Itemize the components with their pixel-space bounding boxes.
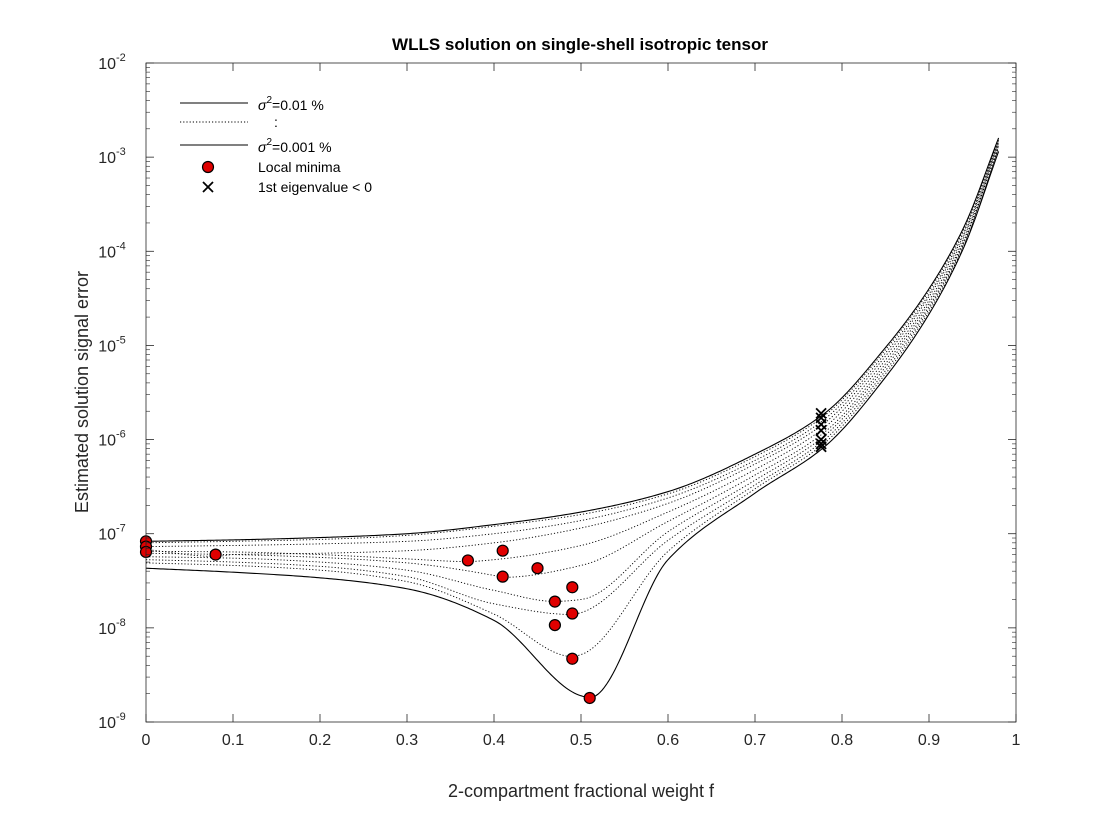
local-minimum-point [566, 607, 579, 620]
y-tick-base: 10 [98, 244, 116, 261]
local-minimum-point [566, 652, 579, 665]
legend-label: σ2=0.001 % [258, 137, 332, 155]
x-tick-label: 1 [1012, 732, 1021, 749]
legend-sigma: σ [258, 97, 267, 113]
series-line-1 [145, 139, 1000, 544]
legend-superscript: 2 [266, 95, 272, 106]
local-minimum-point [209, 548, 222, 561]
y-tick-exponent: -2 [116, 52, 126, 64]
legend-label: 1st eigenvalue < 0 [258, 179, 372, 195]
y-tick-base: 10 [98, 433, 116, 450]
legend-entry-0: σ2=0.01 % [180, 95, 324, 113]
legend-entry-1: : [180, 114, 278, 130]
legend-entry-3: Local minima [201, 159, 341, 175]
series-line-0 [145, 137, 1000, 542]
y-tick-exponent: -6 [116, 429, 126, 441]
x-tick-label: 0.6 [657, 732, 679, 749]
local-minimum-point [583, 691, 596, 705]
legend-entry-4: 1st eigenvalue < 0 [202, 179, 372, 195]
local-minimum-point [496, 570, 509, 583]
plot-area [139, 62, 1017, 723]
legend-swatch-circle [201, 160, 215, 174]
x-axis: 0 0.1 0.2 0.3 0.4 0.5 0.6 0.7 0.8 0.9 1 [142, 63, 1021, 749]
local-minimum-point [566, 581, 579, 594]
x-tick-label: 0.7 [744, 732, 766, 749]
y-tick-base: 10 [98, 150, 116, 167]
y-tick-exponent: -9 [116, 711, 126, 723]
y-tick-exponent: -3 [116, 146, 126, 158]
x-tick-label: 0.1 [222, 732, 244, 749]
y-tick-base: 10 [98, 715, 116, 732]
y-tick-base: 10 [98, 621, 116, 638]
x-tick-label: 0.2 [309, 732, 331, 749]
legend-label: : [274, 114, 278, 130]
legend-sigma: σ [258, 139, 267, 155]
y-tick-base: 10 [98, 527, 116, 544]
y-tick-label: 10-3 [98, 146, 126, 167]
legend-label: Local minima [258, 159, 341, 175]
y-tick-exponent: -4 [116, 240, 126, 252]
y-tick-label: 10-4 [98, 240, 126, 261]
local-minimum-point [548, 618, 562, 632]
y-tick-label: 10-6 [98, 429, 126, 450]
y-tick-exponent: -7 [116, 523, 126, 535]
negative-eigenvalue-mark [815, 438, 827, 450]
series-line-3 [145, 141, 1000, 557]
legend-suffix: =0.01 % [272, 97, 324, 113]
y-axis: 10-910-810-710-610-510-410-310-2 [98, 52, 1016, 732]
x-tick-label: 0 [142, 732, 151, 749]
x-tick-label: 0.8 [831, 732, 853, 749]
y-tick-label: 10-9 [98, 711, 126, 732]
negative-eigenvalue-mark [815, 424, 827, 437]
y-tick-exponent: -5 [116, 334, 126, 346]
legend-swatch-x [202, 181, 214, 193]
y-tick-exponent: -8 [116, 617, 126, 629]
y-tick-label: 10-5 [98, 334, 126, 355]
negative-eigenvalue-mark [815, 441, 827, 453]
legend-suffix: =0.001 % [272, 139, 332, 155]
local-minimum-point [531, 562, 544, 575]
y-tick-label: 10-7 [98, 523, 126, 544]
chart-title: WLLS solution on single-shell isotropic … [392, 35, 768, 54]
y-tick-label: 10-8 [98, 617, 126, 638]
y-axis-title: Estimated solution signal error [72, 271, 92, 513]
x-tick-label: 0.4 [483, 732, 505, 749]
x-tick-label: 0.5 [570, 732, 592, 749]
local-minimum-point [496, 544, 509, 557]
series-line-9 [145, 151, 1000, 699]
y-tick-base: 10 [98, 338, 116, 355]
local-minimum-point [461, 554, 474, 567]
x-tick-label: 0.3 [396, 732, 418, 749]
x-axis-title: 2-compartment fractional weight f [448, 781, 715, 801]
legend-label: σ2=0.01 % [258, 95, 324, 113]
y-tick-label: 10-2 [98, 52, 126, 73]
local-minimum-point [548, 595, 562, 608]
legend-superscript: 2 [266, 137, 272, 148]
legend-entry-2: σ2=0.001 % [180, 137, 332, 155]
axes-background [146, 63, 1016, 722]
x-tick-label: 0.9 [918, 732, 940, 749]
y-tick-base: 10 [98, 56, 116, 73]
negative-eigenvalue-mark [815, 407, 827, 419]
